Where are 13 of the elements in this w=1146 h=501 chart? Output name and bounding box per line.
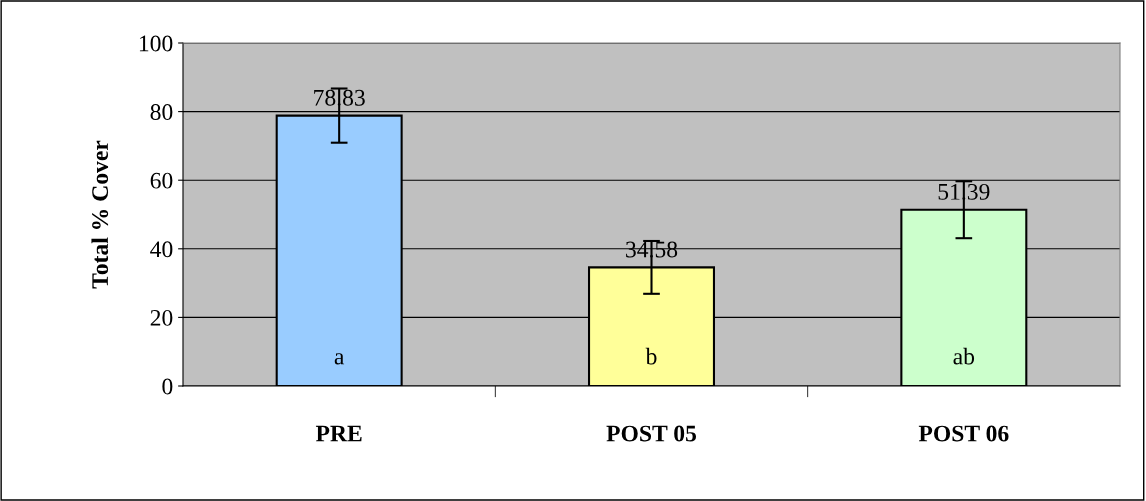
annotation: ab xyxy=(953,347,975,365)
annotation: a xyxy=(334,353,345,365)
x-tick-label: POST 06 xyxy=(918,425,1009,442)
x-tick-label: PRE xyxy=(315,425,362,442)
y-tick-label: 100 xyxy=(139,35,173,52)
y-tick-label: 20 xyxy=(150,309,173,326)
y-tick-label: 40 xyxy=(150,241,173,258)
y-axis-title: Total % Cover xyxy=(91,140,109,289)
x-tick-label: POST 05 xyxy=(606,425,697,442)
annotation: b xyxy=(645,347,657,365)
y-tick-label: 60 xyxy=(150,172,173,189)
y-tick-label: 0 xyxy=(162,378,173,395)
y-tick-label: 80 xyxy=(150,104,173,121)
